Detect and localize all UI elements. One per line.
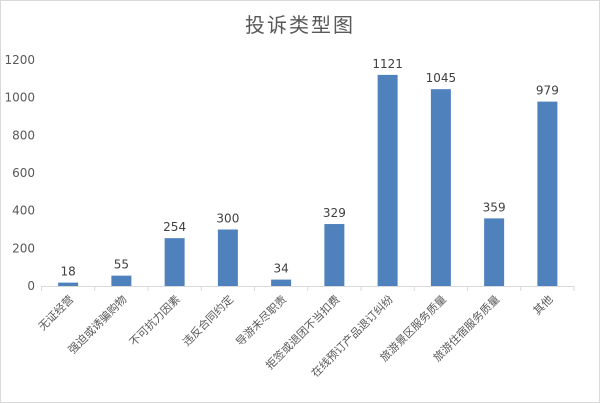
x-tick-label: 导游未尽职责 [233, 293, 289, 349]
x-tick-label: 违反合同约定 [179, 292, 236, 349]
data-label: 18 [60, 265, 75, 279]
data-label: 55 [114, 258, 129, 272]
data-label: 359 [483, 200, 506, 214]
y-tick-label: 400 [12, 204, 35, 218]
chart-title: 投诉类型图 [245, 13, 355, 37]
data-label: 34 [273, 262, 288, 276]
data-label: 254 [163, 220, 186, 234]
data-label: 979 [536, 84, 559, 98]
bar [111, 275, 132, 286]
y-tick-label: 1200 [4, 53, 35, 67]
bar [537, 101, 558, 286]
bar [324, 224, 345, 286]
y-tick-label: 600 [12, 166, 35, 180]
bar [484, 218, 505, 286]
y-tick-label: 1000 [4, 91, 35, 105]
data-label: 329 [323, 206, 346, 220]
y-tick-label: 800 [12, 128, 35, 142]
bar [58, 282, 79, 286]
data-label: 1045 [426, 71, 457, 85]
y-tick-label: 0 [27, 279, 35, 293]
data-label: 1121 [372, 57, 403, 71]
bar [217, 229, 238, 286]
x-tick-label: 不可抗力因素 [126, 292, 183, 349]
bar [377, 74, 398, 287]
bar [271, 279, 292, 286]
bar [430, 89, 451, 286]
bar [164, 238, 185, 286]
data-label: 300 [216, 212, 239, 226]
x-tick-label: 其他 [531, 293, 556, 318]
y-tick-label: 200 [12, 241, 35, 255]
x-tick-label: 无证经营 [35, 292, 76, 333]
